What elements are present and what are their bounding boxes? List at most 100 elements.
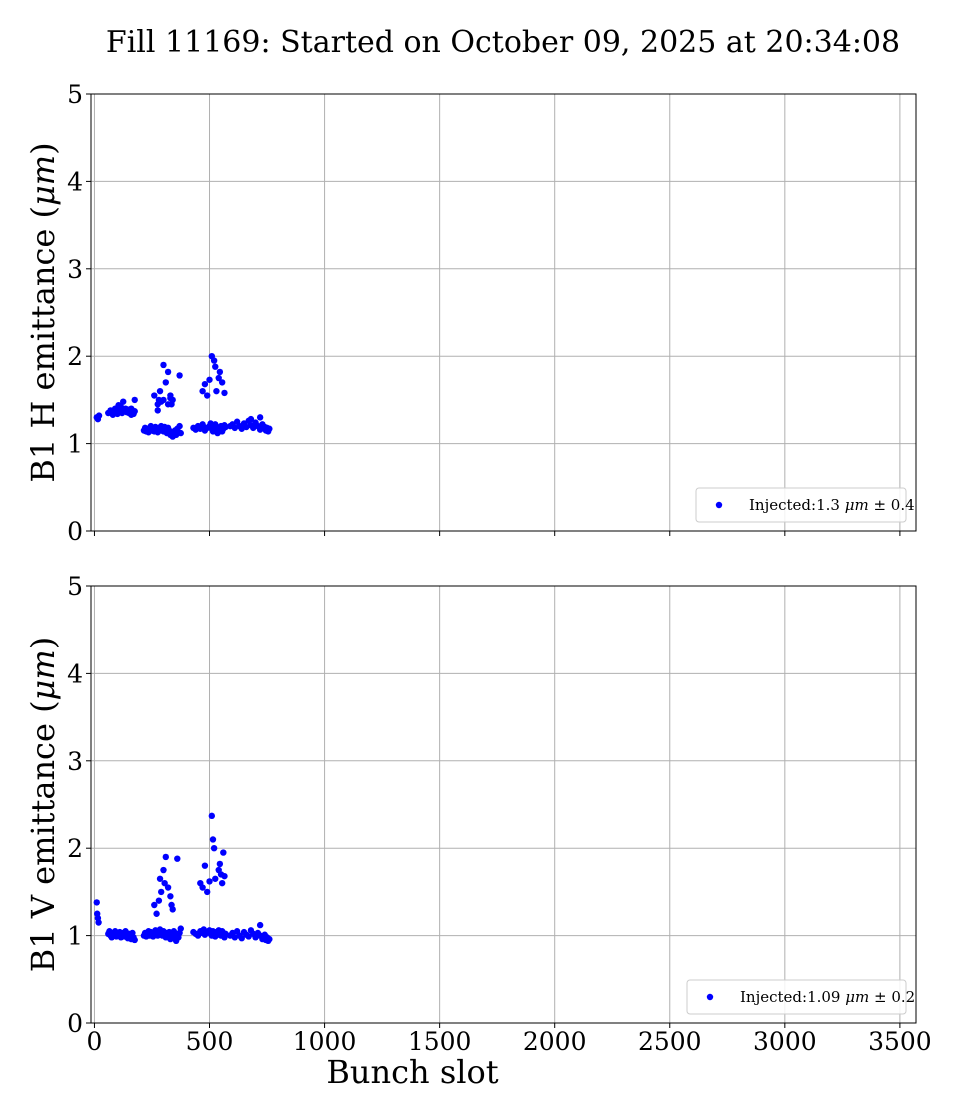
data-point — [218, 379, 226, 386]
y-tick-label: 3 — [67, 255, 83, 284]
data-point — [157, 888, 165, 896]
data-point — [177, 429, 184, 437]
data-point — [160, 866, 167, 874]
data-point — [213, 387, 220, 395]
data-point — [174, 855, 181, 862]
x-tick-label: 2500 — [638, 1027, 702, 1056]
y-tick-label: 4 — [67, 659, 83, 688]
data-point — [266, 935, 273, 943]
legend-label: Injected:1.3 μm ± 0.4 — [749, 496, 915, 514]
data-point — [221, 389, 228, 397]
legend: Injected:1.3 μm ± 0.4 — [695, 487, 915, 523]
data-point — [201, 862, 209, 869]
data-point — [164, 884, 172, 891]
data-point — [216, 368, 224, 376]
axes-frame — [90, 585, 917, 1024]
y-tick-label: 3 — [67, 747, 83, 776]
y-tick-label: 2 — [67, 834, 83, 863]
panel-vertical-emittance: 0 1 2 3 4 5 0 500 1000 1500 2000 2500 3000 3500 B1 V e… — [24, 572, 932, 1091]
axes-frame — [90, 93, 917, 532]
data-point — [164, 368, 172, 376]
data-point — [199, 387, 206, 395]
data-point — [220, 849, 227, 856]
grid-lines — [91, 585, 916, 1024]
data-point — [161, 879, 168, 887]
data-point — [131, 936, 138, 944]
data-points — [93, 353, 273, 440]
x-tick-label: 2000 — [523, 1027, 587, 1056]
data-point — [156, 387, 164, 395]
x-axis-label: Bunch slot — [326, 1053, 498, 1091]
legend-box — [695, 487, 907, 523]
x-tick-label: 0 — [86, 1027, 102, 1056]
data-point — [177, 925, 184, 932]
data-point — [208, 812, 216, 820]
data-point — [212, 875, 219, 882]
data-point — [204, 888, 211, 896]
figure-title: Fill 11169: Started on October 09, 2025 … — [106, 25, 900, 60]
data-point — [206, 878, 213, 885]
x-tick-label: 500 — [186, 1027, 234, 1056]
data-point — [153, 910, 160, 917]
x-tick-label: 3000 — [753, 1027, 817, 1056]
legend-marker — [715, 501, 723, 509]
y-tick-label: 1 — [67, 922, 83, 951]
y-tick-label: 4 — [67, 167, 83, 196]
data-point — [216, 860, 224, 868]
data-point — [160, 396, 167, 404]
data-point — [199, 884, 206, 891]
data-point — [155, 897, 163, 904]
data-point — [160, 361, 167, 369]
data-point — [120, 398, 127, 405]
data-point — [206, 376, 213, 383]
data-point — [167, 893, 174, 900]
x-tick-label: 1500 — [408, 1027, 472, 1056]
panel-horizontal-emittance: 0 1 2 3 4 5 B1 H emittance (μm) Injected:1.3 μm… — [24, 80, 917, 546]
data-point — [256, 414, 264, 421]
data-point — [128, 405, 135, 412]
data-point — [176, 422, 183, 430]
data-point — [204, 392, 211, 399]
y-tick-label: 0 — [67, 1009, 83, 1038]
data-point — [247, 415, 255, 423]
data-point — [151, 392, 158, 399]
data-point — [210, 357, 218, 364]
legend-label: Injected:1.09 μm ± 0.2 — [740, 988, 915, 1006]
y-axis-label: B1 H emittance (μm) — [24, 142, 62, 482]
data-point — [201, 380, 209, 388]
data-point — [162, 379, 169, 386]
y-tick-label: 5 — [67, 572, 83, 601]
y-tick-label: 1 — [67, 430, 83, 459]
data-point — [95, 919, 102, 926]
grid-lines — [91, 93, 916, 532]
data-point — [210, 845, 218, 852]
y-tick-label: 5 — [67, 80, 83, 109]
x-tick-label: 3500 — [868, 1027, 932, 1056]
y-tick-label: 2 — [67, 342, 83, 371]
data-point — [162, 853, 169, 861]
data-point — [256, 921, 264, 929]
data-point — [156, 875, 164, 882]
data-point — [238, 935, 245, 942]
data-point — [115, 401, 122, 409]
data-point — [212, 363, 219, 370]
data-point — [93, 899, 100, 906]
data-point — [95, 412, 103, 419]
y-tick-label: 0 — [67, 517, 83, 546]
data-point — [209, 836, 217, 843]
data-point — [167, 394, 174, 402]
data-point — [218, 879, 226, 887]
legend: Injected:1.09 μm ± 0.2 — [686, 979, 915, 1015]
data-point — [221, 872, 228, 880]
ticks: 0 1 2 3 4 5 0 500 1000 1500 2000 2500 3000 3500 — [67, 572, 932, 1056]
data-point — [176, 372, 183, 379]
data-point — [154, 407, 161, 414]
data-point — [164, 401, 172, 408]
data-point — [151, 901, 158, 909]
legend-box — [686, 979, 907, 1015]
data-point — [131, 396, 138, 404]
data-point — [169, 906, 176, 913]
data-point — [266, 425, 273, 432]
x-tick-label: 1000 — [293, 1027, 357, 1056]
